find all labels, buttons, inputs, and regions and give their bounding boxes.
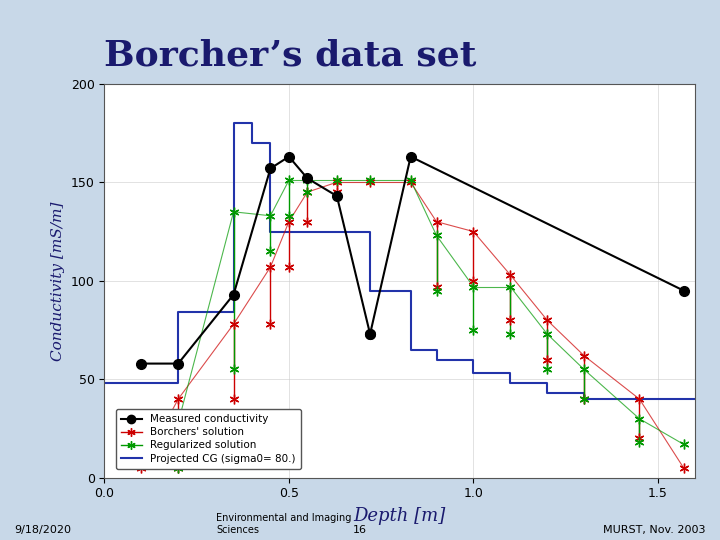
Text: Environmental and Imaging
Sciences: Environmental and Imaging Sciences [216, 513, 351, 535]
Text: 16: 16 [353, 524, 367, 535]
Text: MURST, Nov. 2003: MURST, Nov. 2003 [603, 524, 706, 535]
Legend: Measured conductivity, Borchers' solution, Regularized solution, Projected CG (s: Measured conductivity, Borchers' solutio… [115, 409, 300, 469]
Text: Borcher’s data set: Borcher’s data set [104, 39, 477, 73]
Text: 9/18/2020: 9/18/2020 [14, 524, 71, 535]
Y-axis label: Conductivity [mS/m]: Conductivity [mS/m] [51, 201, 66, 361]
X-axis label: Depth [m]: Depth [m] [354, 507, 446, 525]
